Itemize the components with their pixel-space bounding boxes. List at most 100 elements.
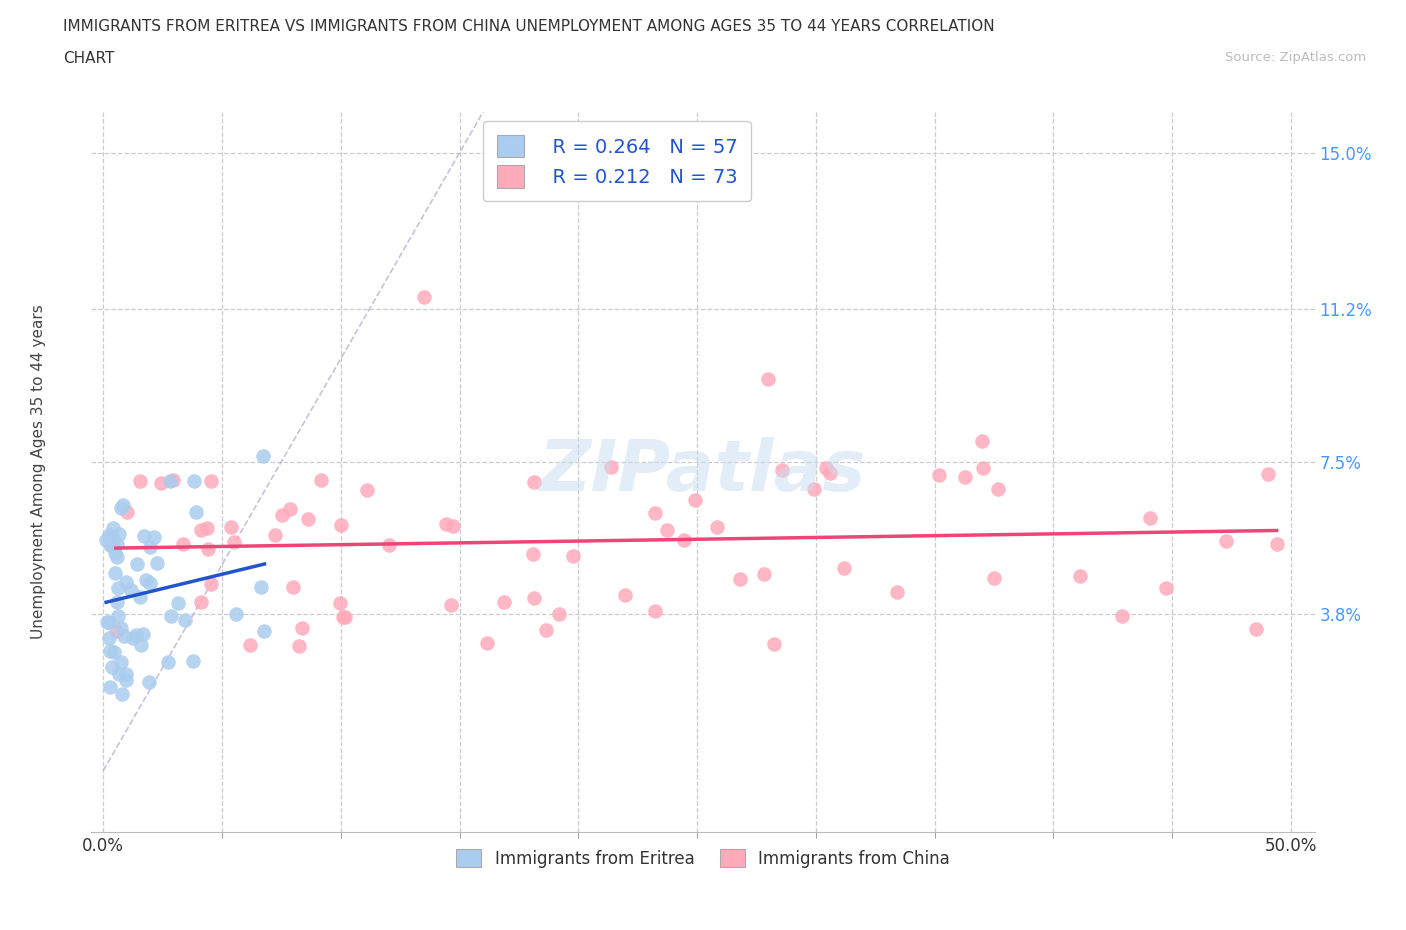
Point [728,571,751,586]
Point [105,536,128,551]
Point [107,667,129,682]
Point [1154,581,1177,596]
Point [562,549,585,564]
Point [356,482,378,497]
Point [122,631,145,645]
Point [157,655,180,670]
Point [752,566,775,581]
Point [98,680,121,695]
Point [413,289,436,304]
Point [167,595,190,610]
Point [132,627,155,642]
Point [953,470,976,485]
Point [103,521,125,536]
Point [112,498,135,512]
Point [655,523,678,538]
Point [125,628,148,643]
Point [219,519,242,534]
Point [98,538,121,552]
Point [886,585,908,600]
Point [477,635,499,650]
Point [159,473,181,488]
Point [1069,568,1091,583]
Point [644,506,666,521]
Point [441,519,464,534]
Point [200,577,222,591]
Point [129,638,152,653]
Point [756,372,779,387]
Point [249,580,271,595]
Text: CHART: CHART [63,51,115,66]
Point [1139,511,1161,525]
Point [107,609,129,624]
Point [138,539,160,554]
Point [329,595,352,610]
Point [335,610,357,625]
Point [190,595,212,610]
Point [1244,621,1267,636]
Point [98,644,121,658]
Point [115,574,138,589]
Point [270,508,292,523]
Point [125,557,148,572]
Text: IMMIGRANTS FROM ERITREA VS IMMIGRANTS FROM CHINA UNEMPLOYMENT AMONG AGES 35 TO 4: IMMIGRANTS FROM ERITREA VS IMMIGRANTS FR… [63,19,995,33]
Point [181,654,204,669]
Point [105,550,128,565]
Point [174,613,197,628]
Point [101,659,124,674]
Point [494,594,516,609]
Point [972,460,994,475]
Point [291,620,314,635]
Point [683,492,706,507]
Point [98,631,121,645]
Legend: Immigrants from Eritrea, Immigrants from China: Immigrants from Eritrea, Immigrants from… [450,843,956,874]
Point [162,472,184,487]
Point [94,532,117,547]
Point [832,560,855,575]
Point [644,604,666,618]
Point [440,598,463,613]
Point [139,576,162,591]
Point [706,520,728,535]
Point [115,667,138,682]
Point [522,591,544,605]
Point [297,512,319,526]
Point [110,500,132,515]
Point [239,638,262,653]
Point [673,533,696,548]
Point [197,541,219,556]
Point [599,459,621,474]
Point [101,538,124,552]
Point [101,529,124,544]
Point [128,590,150,604]
Point [1265,537,1288,551]
Text: ZIPatlas: ZIPatlas [540,437,866,507]
Point [172,537,194,551]
Point [143,529,166,544]
Point [378,538,401,552]
Point [263,527,285,542]
Point [160,609,183,624]
Point [987,482,1010,497]
Point [110,620,132,635]
Point [104,546,127,561]
Point [107,594,129,609]
Point [97,615,120,630]
Point [225,606,247,621]
Point [107,526,129,541]
Point [252,448,274,463]
Point [815,461,838,476]
Point [224,534,246,549]
Y-axis label: Unemployment Among Ages 35 to 44 years: Unemployment Among Ages 35 to 44 years [31,305,46,639]
Point [332,610,354,625]
Point [132,529,155,544]
Point [107,580,129,595]
Point [309,473,332,488]
Point [970,433,993,448]
Point [283,579,305,594]
Point [288,639,311,654]
Point [149,475,172,490]
Point [928,468,950,483]
Point [112,629,135,644]
Point [1111,608,1133,623]
